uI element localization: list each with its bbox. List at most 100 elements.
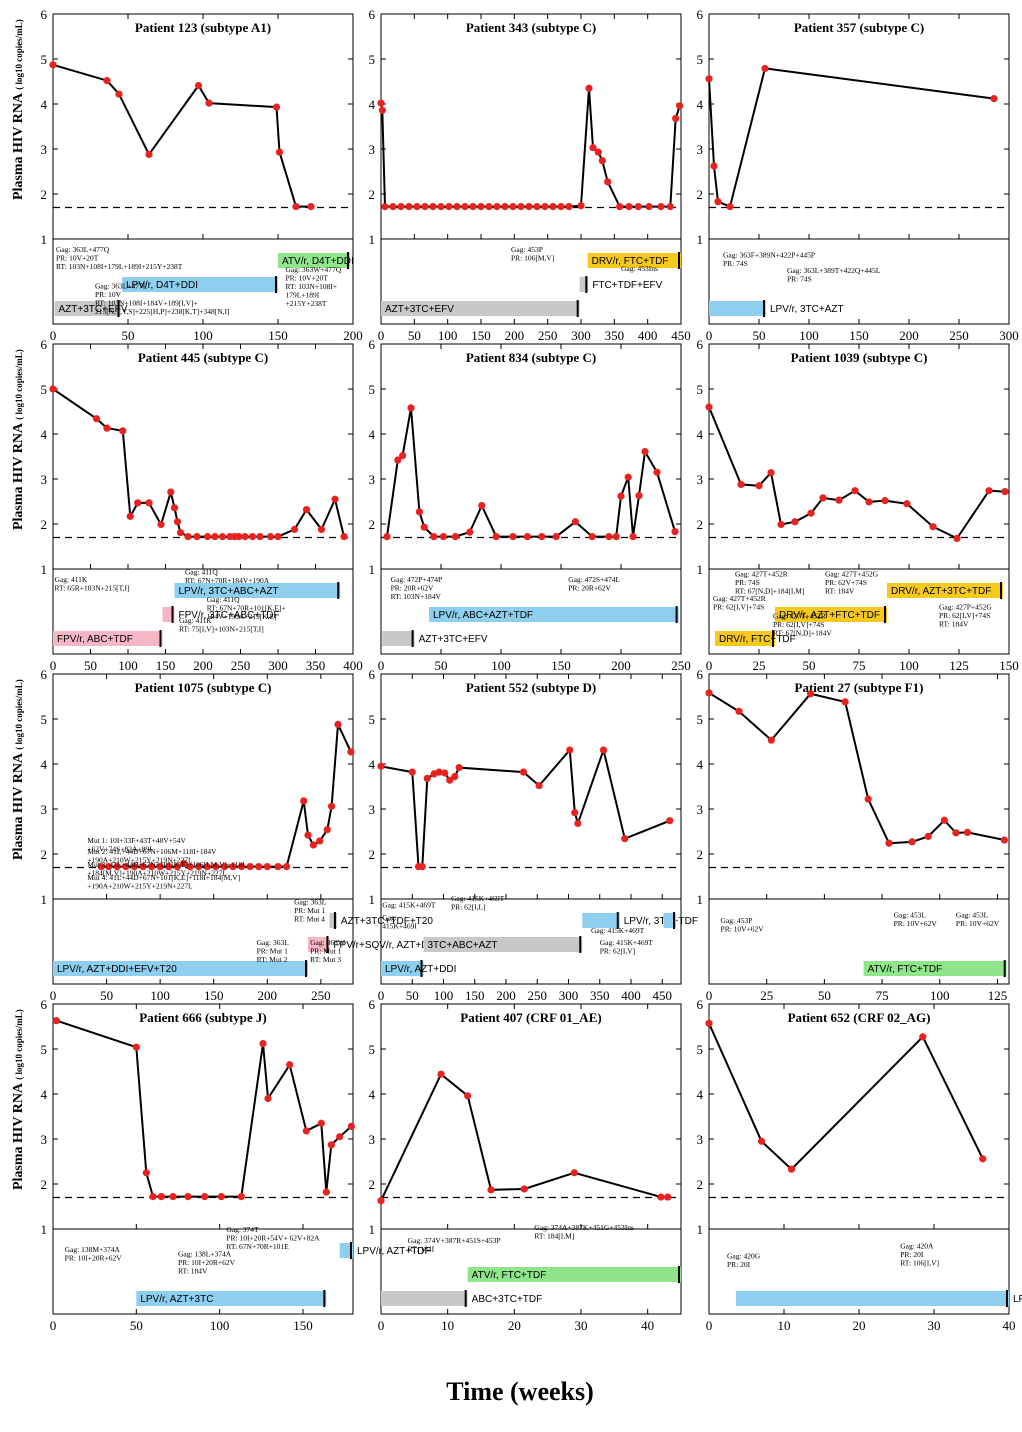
data-point [435, 768, 443, 776]
annotation-line: +184[M,V]+190A+210W+215Y+219N+227L [87, 869, 227, 878]
y-tick-label: 3 [41, 472, 48, 487]
data-point [302, 1127, 310, 1135]
annotation-line: Gag: 411Q [185, 567, 218, 576]
annotation-line: +190A+210W+215Y+219N+227L [87, 882, 193, 891]
data-point [169, 1193, 177, 1201]
data-point [126, 512, 134, 520]
mutation-annotation: Gag: 363L+389T+422Q+445L PR: 74S [787, 266, 881, 284]
annotation-line: Gag: 453P [511, 245, 543, 254]
data-point [437, 1070, 445, 1078]
data-point [535, 782, 543, 790]
annotation-line: Gag: 453L [894, 911, 927, 920]
data-point [394, 456, 402, 464]
plot-frame [708, 343, 1010, 570]
data-point [612, 533, 620, 541]
y-tick-label: 6 [41, 337, 48, 352]
y-tick-label: 3 [369, 1132, 376, 1147]
data-point [317, 1119, 325, 1127]
plot-frame [708, 13, 1010, 240]
y-tick-label: 2 [697, 187, 704, 202]
regimen-bar [429, 607, 679, 622]
data-point [541, 203, 549, 211]
data-point [105, 863, 113, 871]
regimen-bar [663, 913, 676, 928]
annotation-line: Gag: 363L+477Q [56, 245, 110, 254]
x-tick-label: 75 [876, 988, 889, 1003]
data-point [300, 797, 308, 805]
y-tick-label: 4 [369, 97, 376, 112]
plot-frame [708, 673, 1010, 900]
regimen-bar [863, 961, 1007, 976]
data-point [566, 746, 574, 754]
y-tick-label: 2 [41, 847, 48, 862]
data-point [806, 690, 815, 698]
panel-5: 1 2 3 4 5 6 0 50 100 150 200 250 Patient 834 (subtyp… [369, 337, 691, 673]
x-tick-label: 0 [706, 658, 713, 673]
regimen-label: FPV/r+SQV/r, AZT+DDI+TDF+T20 [333, 940, 487, 951]
data-point [322, 1188, 330, 1196]
data-point [378, 106, 386, 114]
regimen-label: DRV/r, FTC+TDF [719, 634, 796, 645]
y-tick-label: 2 [697, 517, 704, 532]
data-point [237, 863, 246, 871]
data-point [399, 452, 407, 460]
y-tick-label: 5 [697, 712, 704, 727]
annotation-line: PR: 20R+62V [391, 584, 434, 593]
data-point [336, 1133, 344, 1141]
annotation-line: 179L+189I [286, 290, 320, 299]
data-point [415, 508, 423, 516]
data-point [757, 1137, 766, 1145]
mutation-annotation: Gag: 453L PR: 10V+62V [956, 911, 1000, 929]
data-point [570, 1169, 578, 1177]
mutation-annotation: Gag: 427T+452R PR: 62[I,V]+74S [713, 594, 766, 612]
data-point [264, 1094, 272, 1103]
data-point [645, 203, 653, 211]
regimen-bar [775, 607, 887, 622]
data-point [272, 103, 281, 111]
panel-title: Patient 357 (subtype C) [794, 20, 924, 35]
data-point [49, 385, 57, 393]
regimen-label: AZT+3TC+EFV [59, 304, 128, 315]
data-point [990, 95, 998, 103]
regimen-label: LPV/r, 3TC+ABC+AZT [179, 586, 279, 597]
y-tick-label: 1 [369, 562, 376, 577]
y-tick-label: 6 [697, 337, 704, 352]
data-point [819, 494, 827, 502]
x-tick-label: 0 [378, 988, 385, 1003]
data-point [316, 837, 324, 845]
annotation-line: Gag: 415K+469T [451, 894, 505, 903]
y-tick-label: 3 [369, 802, 376, 817]
data-point [248, 533, 257, 541]
annotation-line: RT: 184[I,M] [534, 1232, 574, 1241]
data-point [726, 203, 734, 211]
annotation-line: RT: 103N+108I+184V+189[I,V]+ [95, 298, 198, 307]
data-point [520, 1185, 528, 1193]
y-tick-label: 4 [697, 427, 704, 442]
annotation-line: RT: 184V [825, 587, 855, 596]
data-point [493, 203, 501, 211]
data-point [122, 863, 130, 871]
panel-title: Patient 1075 (subtype C) [135, 680, 272, 695]
data-point [509, 203, 517, 211]
mutation-annotation: Gag: 363W PR: Mut 1 RT: Mut 3 [310, 938, 346, 964]
annotation-line: PR: 10I+20R+62V [65, 1254, 123, 1263]
regimen-label: LPV/r, 3TC+TDF [1013, 1294, 1022, 1305]
data-point [327, 1141, 335, 1149]
data-point [657, 203, 665, 211]
data-point [705, 1019, 713, 1027]
data-point [617, 492, 625, 500]
data-point [218, 533, 227, 541]
annotation-line: Gag: 415K+469T [591, 926, 645, 935]
data-point [286, 1061, 294, 1069]
regimen-label: 3TC+ABC+AZT [428, 940, 498, 951]
panel-6: 1 2 3 4 5 6 0 25 50 75 100 125 150 Patient 1039 (subt… [697, 337, 1019, 673]
data-point [275, 148, 284, 156]
x-tick-label: 350 [590, 988, 610, 1003]
data-point [533, 203, 541, 211]
mutation-annotation: Gag: 374T PR: 10I+20R+54V+ 62V+82A RT: 67N… [226, 1225, 320, 1251]
annotation-line: Gag: 138L+374A [178, 1249, 232, 1258]
annotation-line: Gag: 411K [179, 616, 212, 625]
x-tick-label: 400 [638, 328, 658, 343]
